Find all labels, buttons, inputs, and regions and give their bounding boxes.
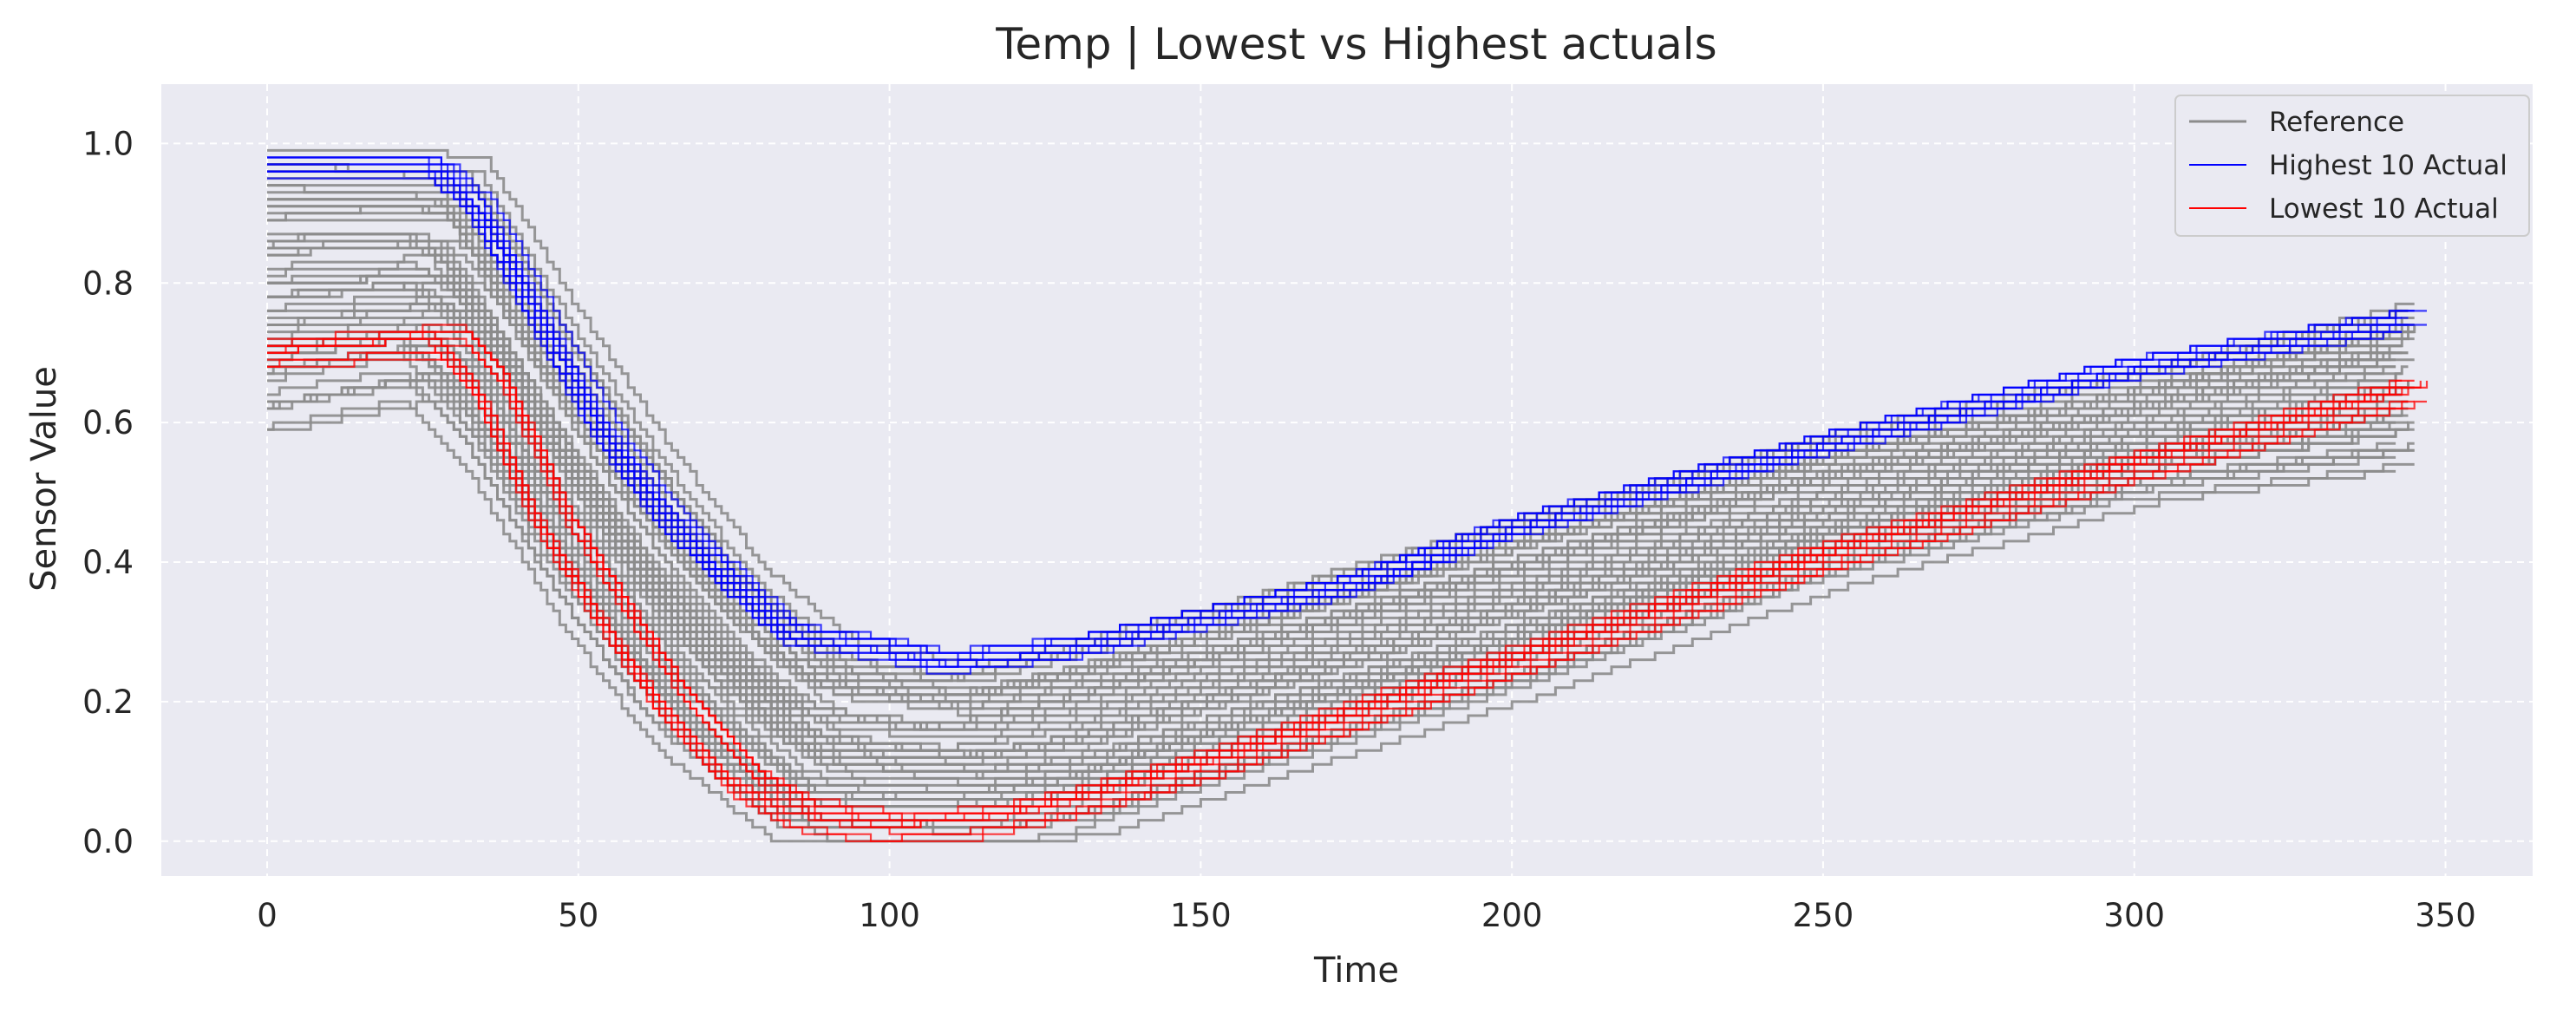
reference-line [267,205,2403,710]
x-tick-label: 300 [2103,897,2165,934]
lowest-actual-line [267,351,2415,842]
legend-highest-label: Highest 10 Actual [2269,150,2507,181]
y-tick-label: 0.8 [82,265,134,302]
x-tick-label: 100 [859,897,920,934]
legend-lowest-label: Lowest 10 Actual [2269,193,2499,225]
series-lines [267,148,2429,843]
x-tick-label: 200 [1481,897,1543,934]
y-axis-ticks: 0.0 0.2 0.4 0.6 0.8 1.0 [82,125,134,860]
x-axis-label: Time [1313,951,1399,991]
highest-actual-line [267,170,2403,668]
legend-box [2174,95,2530,237]
x-tick-label: 250 [1793,897,1854,934]
chart-title: Temp | Lowest vs Highest actuals [995,19,1716,69]
x-axis-ticks: 0 50 100 150 200 250 300 350 [257,897,2476,934]
x-tick-label: 150 [1170,897,1232,934]
x-tick-label: 350 [2415,897,2476,934]
reference-line [267,400,2415,843]
y-tick-label: 0.6 [82,404,134,442]
y-tick-label: 1.0 [82,125,134,162]
highest-actual-line [267,163,2403,661]
legend: Reference Highest 10 Actual Lowest 10 Ac… [2174,95,2530,237]
lowest-actual-line [267,337,2421,828]
y-tick-label: 0.4 [82,544,134,581]
y-tick-label: 0.0 [82,823,134,860]
x-tick-label: 0 [257,897,278,934]
lowest-actual-line [267,330,2429,821]
reference-line [267,184,2396,697]
x-tick-label: 50 [558,897,598,934]
y-tick-label: 0.2 [82,684,134,721]
legend-reference-label: Reference [2269,107,2404,138]
y-axis-label: Sensor Value [24,366,64,592]
